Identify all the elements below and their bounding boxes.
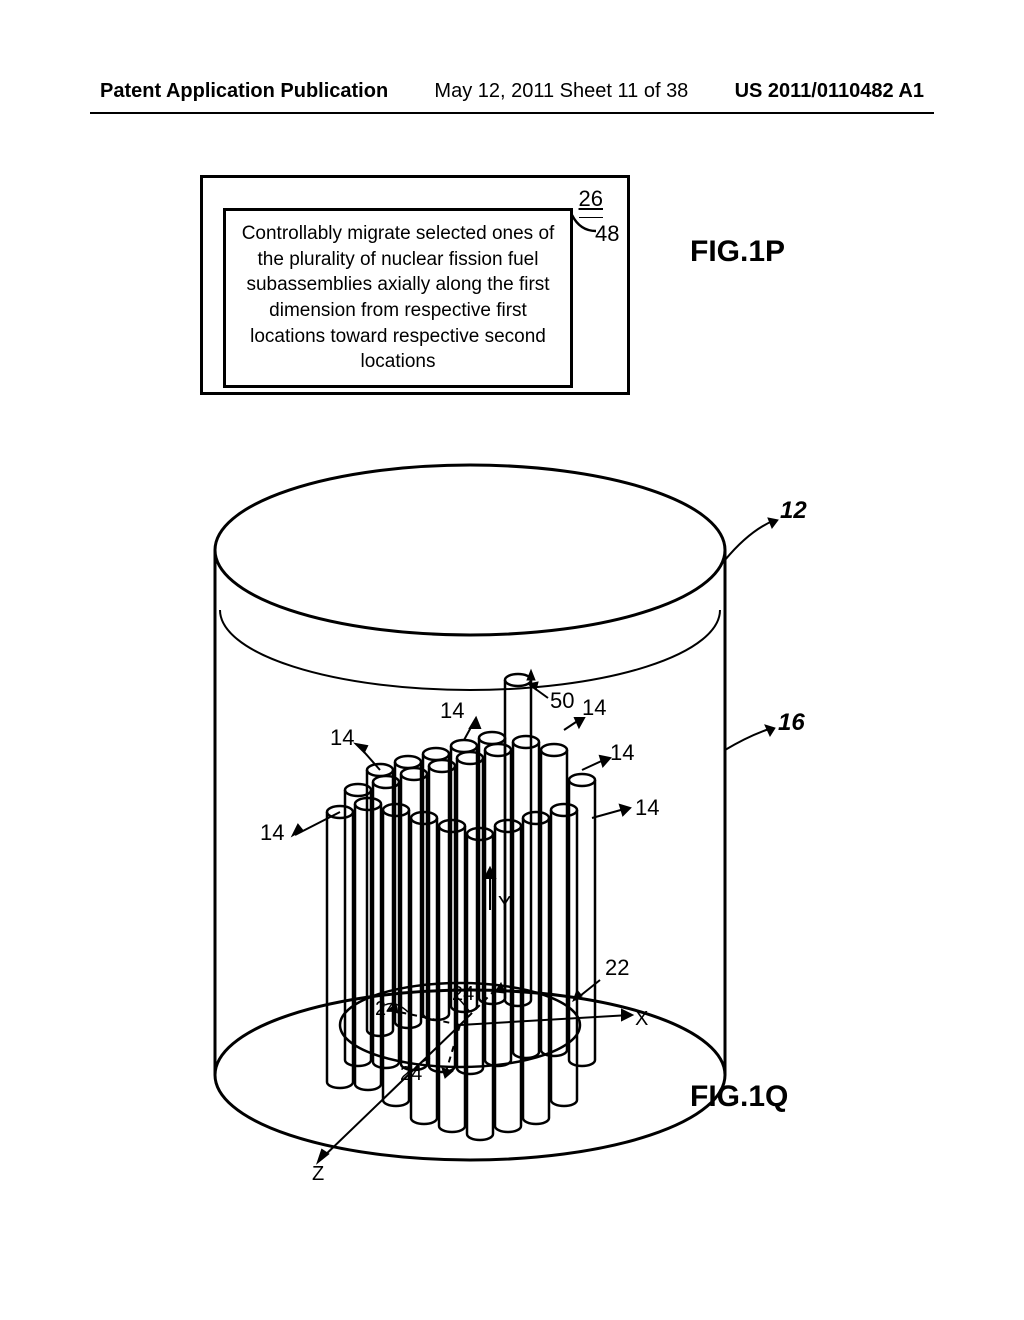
header-date-sheet: May 12, 2011 Sheet 11 of 38 (434, 80, 688, 103)
header-publication: Patent Application Publication (100, 80, 388, 103)
fig1q-label: FIG.1Q (690, 1080, 788, 1114)
fig1p-outer-box: 26 Controllably migrate selected ones of… (200, 175, 630, 395)
ref-16: 16 (778, 709, 805, 736)
fig1p-label: FIG.1P (690, 235, 785, 269)
ref-12: 12 (780, 497, 807, 524)
ref-48-leader (570, 213, 598, 237)
header-pubnumber: US 2011/0110482 A1 (735, 80, 924, 103)
axis-y: Y (498, 893, 511, 915)
ref-50: 50 (550, 688, 574, 713)
ref-14-e: 14 (635, 795, 659, 820)
ref-14-c: 14 (440, 698, 464, 723)
ref-24-c: 24 (400, 1063, 422, 1085)
ref-14-b: 14 (330, 725, 354, 750)
ref-14-a: 14 (260, 820, 284, 845)
fig1p-inner-box: Controllably migrate selected ones of th… (223, 208, 573, 388)
ref-14-d: 14 (582, 695, 606, 720)
page-header: Patent Application Publication May 12, 2… (0, 80, 1024, 103)
ref-24-b: 24 (452, 983, 474, 1005)
ref-48: 48 (595, 221, 619, 247)
fig1p-text: Controllably migrate selected ones of th… (242, 223, 555, 372)
ref-24-a: 24 (375, 998, 397, 1020)
ref-22: 22 (605, 955, 629, 980)
axis-x: X (635, 1008, 648, 1030)
ref-14-f: 14 (610, 740, 634, 765)
header-rule (90, 112, 934, 114)
ref-26: 26 (579, 186, 603, 212)
fig-1p: 26 Controllably migrate selected ones of… (200, 175, 900, 405)
fig-1q: 12 16 14 14 14 14 14 14 50 22 24 24 24 X… (130, 440, 890, 1230)
axis-z: Z (312, 1163, 324, 1185)
